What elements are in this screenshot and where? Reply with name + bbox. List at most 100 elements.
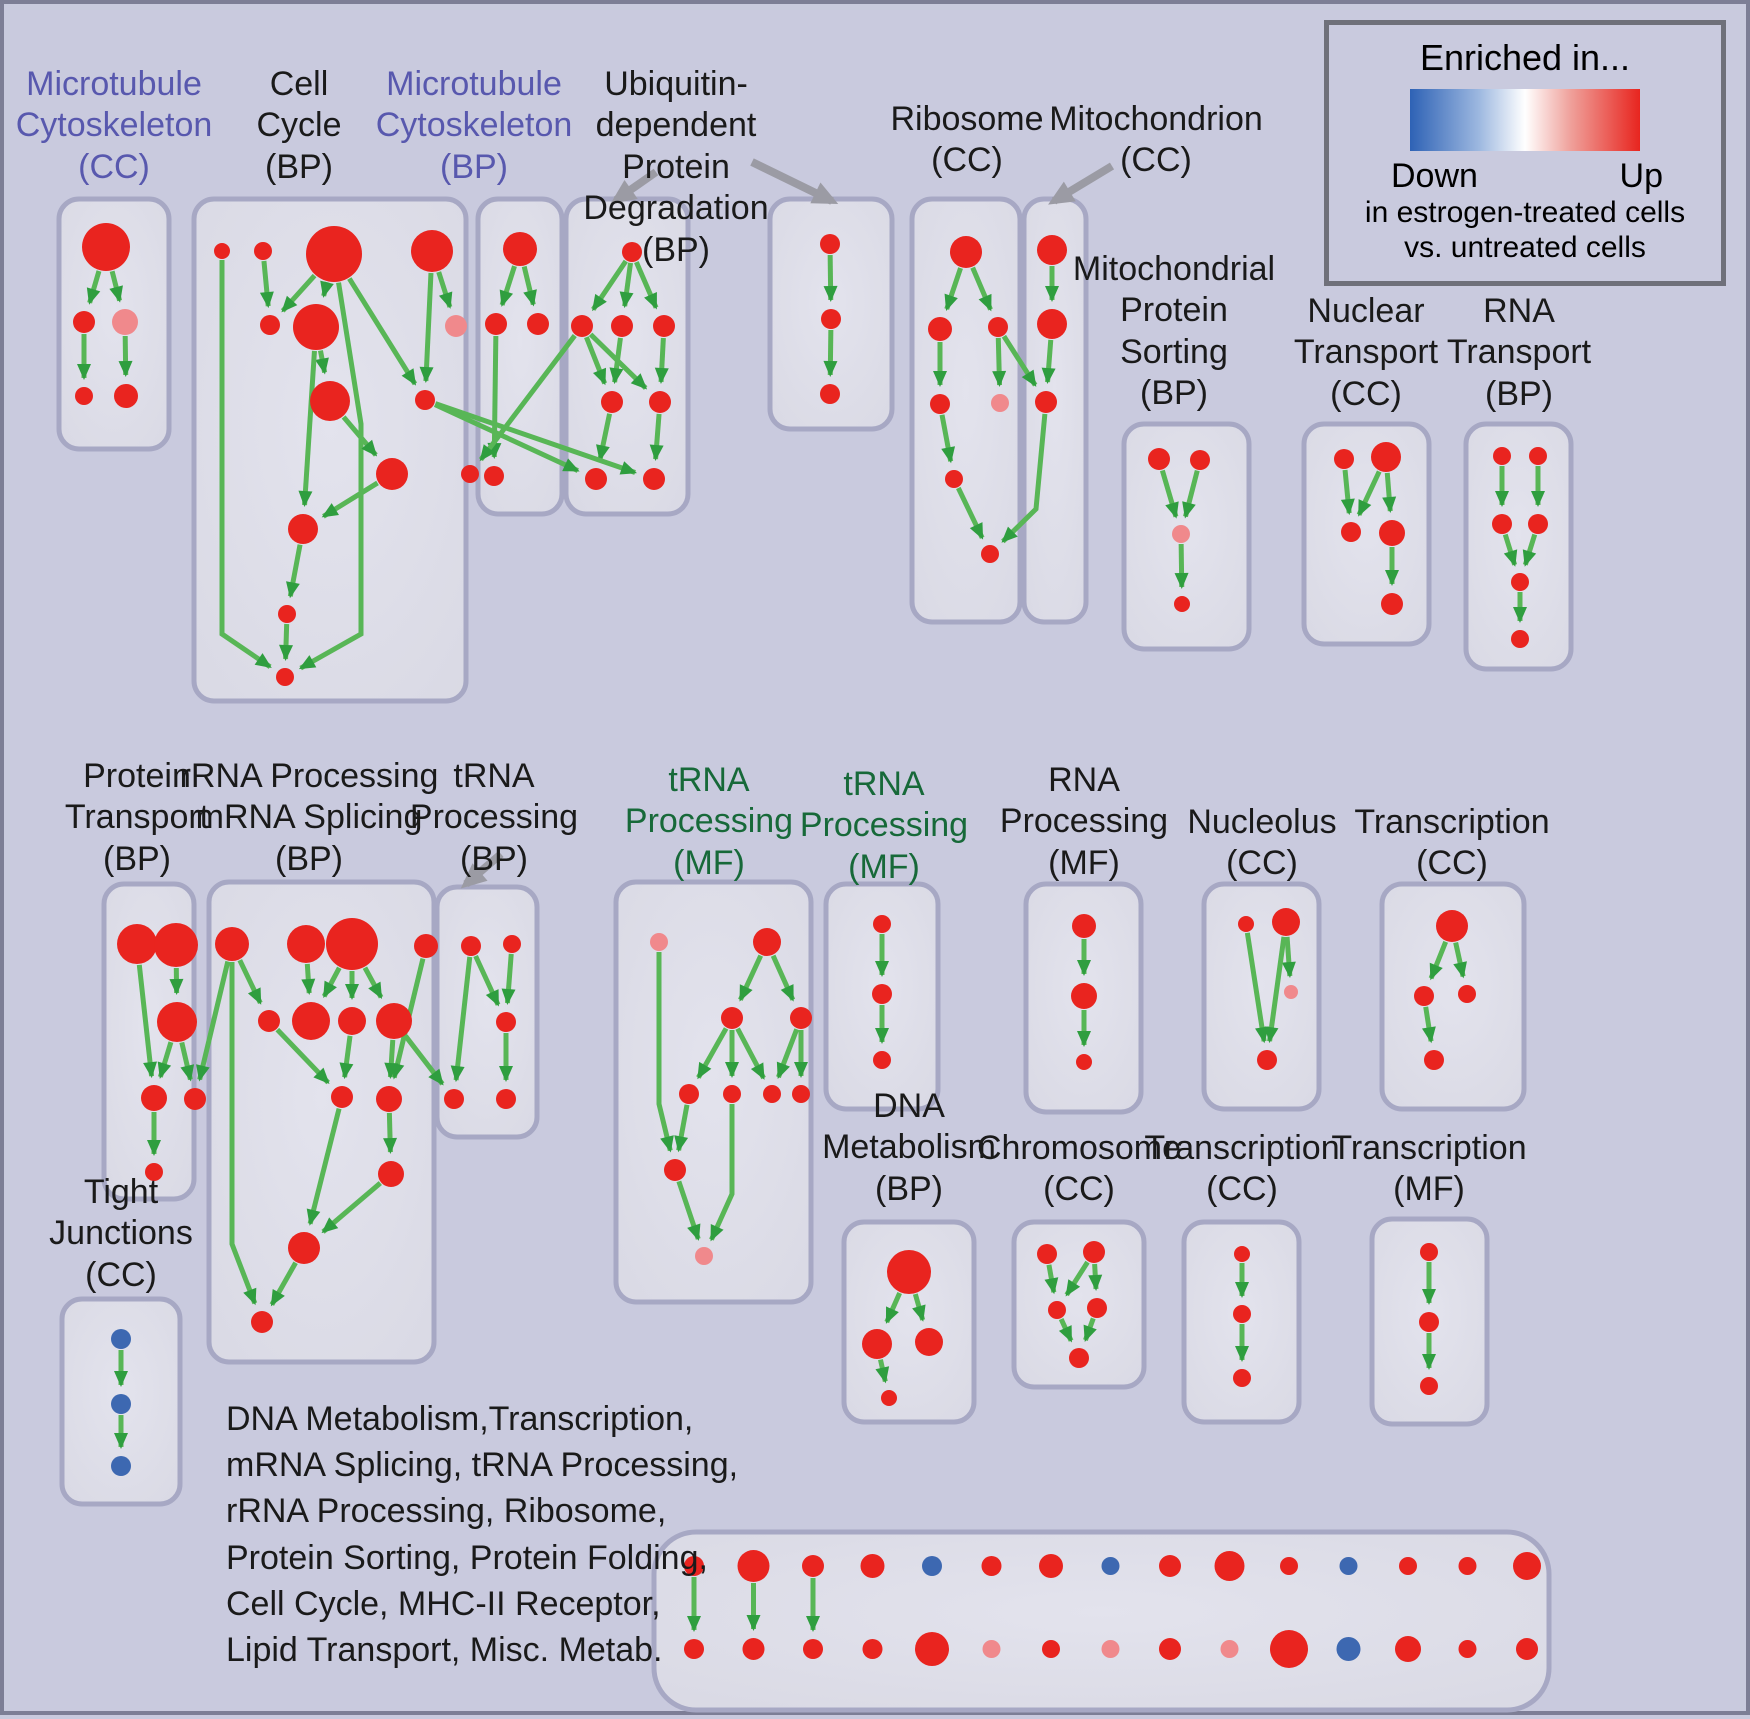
- go-term-node-trna-mf-large-7: [792, 1085, 810, 1103]
- go-term-node-microtubule-bp-2: [527, 313, 549, 335]
- go-term-node-ribosome-4: [991, 394, 1009, 412]
- go-term-node-mitochondrion-1: [1037, 309, 1067, 339]
- go-term-node-transcription-cc-upper-1: [1414, 986, 1434, 1006]
- go-term-node-trna-mf-large-0: [650, 933, 668, 951]
- cluster-box-nuclear-transport: [1304, 424, 1429, 644]
- go-term-node-cell-cycle-12: [278, 605, 296, 623]
- go-term-node-dna-metabolism-3: [881, 1390, 897, 1406]
- edge: [286, 624, 287, 659]
- go-term-node-chromosome-3: [1087, 1298, 1107, 1318]
- edge: [1287, 937, 1290, 976]
- label-rna-transport: RNA Transport (BP): [1447, 291, 1591, 415]
- go-term-node-rrna-mrna-11: [288, 1232, 320, 1264]
- go-term-node-ribosome-3: [930, 394, 950, 414]
- go-term-node-ubiquitin-2-0: [820, 234, 840, 254]
- legend: Enriched in... Down Up in estrogen-treat…: [1324, 20, 1726, 286]
- go-term-node-protein-transport-3: [141, 1085, 167, 1111]
- go-term-node-cell-cycle-2: [306, 226, 362, 282]
- misc-node-bottom-6: [1042, 1640, 1060, 1658]
- go-term-node-chromosome-4: [1069, 1348, 1089, 1368]
- misc-node-bottom-10: [1270, 1630, 1308, 1668]
- misc-node-top-3: [861, 1554, 885, 1578]
- misc-node-bottom-9: [1221, 1640, 1239, 1658]
- go-term-node-trna-mf-large-6: [763, 1085, 781, 1103]
- go-term-node-chromosome-0: [1037, 1244, 1057, 1264]
- merged-clusters-annotation: DNA Metabolism,Transcription, mRNA Splic…: [226, 1396, 738, 1673]
- edge: [390, 1040, 392, 1077]
- go-term-node-nucleolus-0: [1238, 916, 1254, 932]
- cluster-box-nucleolus: [1204, 884, 1319, 1109]
- go-term-node-mitochondrion-0: [1037, 235, 1067, 265]
- go-term-node-ribosome-2: [988, 317, 1008, 337]
- go-term-node-rrna-mrna-2: [326, 918, 378, 970]
- go-term-node-transcription-mf-0: [1420, 1243, 1438, 1261]
- go-term-node-rna-processing-mf-2: [1076, 1054, 1092, 1070]
- go-term-node-microtubule-bp-3: [484, 466, 504, 486]
- cluster-box-misc-metabolism: [654, 1532, 1549, 1710]
- go-term-node-rna-processing-mf-1: [1071, 983, 1097, 1009]
- go-term-node-transcription-cc-lower-0: [1234, 1246, 1250, 1262]
- legend-subtitle-line2: vs. untreated cells: [1329, 231, 1721, 266]
- go-term-node-transcription-cc-upper-3: [1424, 1050, 1444, 1070]
- go-term-node-protein-transport-4: [184, 1088, 206, 1110]
- go-term-node-ubiquitin-1-2: [611, 315, 633, 337]
- label-transcription-mf: Transcription (MF): [1331, 1128, 1526, 1211]
- go-term-node-rna-transport-3: [1528, 514, 1548, 534]
- go-term-node-ubiquitin-1-5: [649, 391, 671, 413]
- legend-down-label: Down: [1391, 157, 1478, 196]
- go-term-node-nuclear-transport-3: [1379, 520, 1405, 546]
- go-term-node-cell-cycle-6: [445, 315, 467, 337]
- go-term-node-mitochondrial-protein-sorting-2: [1172, 525, 1190, 543]
- go-term-node-nucleolus-3: [1257, 1050, 1277, 1070]
- go-term-node-mitochondrial-protein-sorting-3: [1174, 596, 1190, 612]
- misc-node-top-4: [922, 1556, 942, 1576]
- go-term-node-tight-junctions-0: [111, 1329, 131, 1349]
- legend-title: Enriched in...: [1329, 37, 1721, 79]
- edge: [998, 338, 999, 385]
- go-term-node-transcription-mf-2: [1420, 1377, 1438, 1395]
- go-term-node-rrna-mrna-8: [331, 1086, 353, 1108]
- label-rrna: rRNA Processing mRNA Splicing (BP): [180, 756, 439, 880]
- go-term-node-cell-cycle-11: [288, 514, 318, 544]
- go-term-node-cell-cycle-0: [214, 243, 230, 259]
- go-term-node-rna-transport-0: [1493, 447, 1511, 465]
- go-term-node-transcription-cc-upper-0: [1436, 910, 1468, 942]
- go-term-node-microtubule-bp-0: [503, 232, 537, 266]
- go-term-node-ubiquitin-2-1: [821, 309, 841, 329]
- misc-node-top-9: [1215, 1551, 1245, 1581]
- label-nucleolus: Nucleolus (CC): [1187, 802, 1336, 885]
- go-term-node-trna-mf-small-2: [873, 1051, 891, 1069]
- edge: [125, 336, 126, 375]
- go-term-node-nuclear-transport-2: [1341, 522, 1361, 542]
- label-microtubule-cc: Microtubule Cytoskeleton (CC): [16, 64, 213, 188]
- go-term-node-rrna-mrna-5: [292, 1002, 330, 1040]
- edge: [661, 338, 663, 382]
- go-term-node-transcription-mf-1: [1419, 1312, 1439, 1332]
- misc-node-top-10: [1280, 1557, 1298, 1575]
- go-term-node-dna-metabolism-2: [915, 1328, 943, 1356]
- label-mito-sorting: Mitochondrial Protein Sorting (BP): [1073, 249, 1275, 415]
- go-term-node-trna-mf-large-4: [679, 1084, 699, 1104]
- legend-scale: Down Up: [1329, 157, 1721, 196]
- go-term-node-ribosome-1: [928, 317, 952, 341]
- label-transcription-cc-lower: Transcription (CC): [1144, 1128, 1339, 1211]
- misc-node-bottom-4: [915, 1632, 949, 1666]
- misc-node-top-11: [1340, 1557, 1358, 1575]
- label-tight-junctions: Tight Junctions (CC): [49, 1172, 193, 1296]
- go-term-node-ubiquitin-1-7: [643, 468, 665, 490]
- misc-node-bottom-2: [803, 1639, 823, 1659]
- misc-node-bottom-7: [1102, 1640, 1120, 1658]
- go-term-node-ubiquitin-1-4: [601, 391, 623, 413]
- misc-node-top-8: [1159, 1555, 1181, 1577]
- misc-node-bottom-5: [983, 1640, 1001, 1658]
- label-trna-mf-1: tRNA Processing (MF): [625, 760, 793, 884]
- go-term-node-tight-junctions-1: [111, 1394, 131, 1414]
- go-term-node-chromosome-1: [1083, 1241, 1105, 1263]
- go-term-node-rrna-mrna-6: [338, 1007, 366, 1035]
- go-term-node-nuclear-transport-1: [1371, 442, 1401, 472]
- go-term-node-nucleolus-1: [1272, 908, 1300, 936]
- go-term-node-rna-processing-mf-0: [1072, 914, 1096, 938]
- go-term-node-rrna-mrna-12: [251, 1311, 273, 1333]
- go-term-node-rrna-mrna-9: [376, 1086, 402, 1112]
